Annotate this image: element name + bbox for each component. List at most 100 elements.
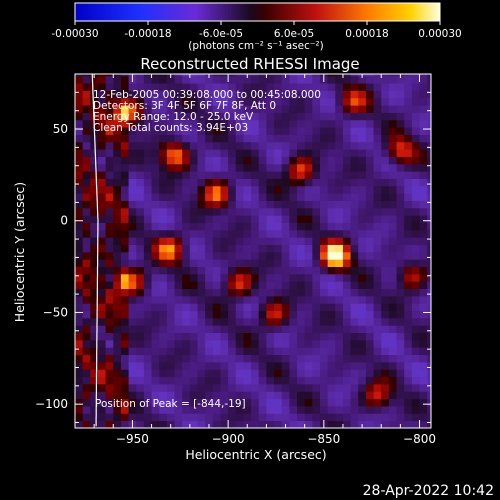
heatmap-cell — [82, 288, 91, 297]
colorbar-tick-label: 0.00018 — [345, 28, 388, 40]
heatmap-cell — [381, 317, 390, 326]
heatmap-cell — [113, 398, 122, 407]
heatmap-cell — [235, 90, 244, 99]
heatmap-cell — [159, 127, 168, 135]
heatmap-cell — [396, 156, 405, 165]
heatmap-cell — [75, 90, 84, 99]
heatmap-cell — [182, 288, 191, 297]
heatmap-cell — [75, 222, 84, 231]
heatmap-cell — [319, 317, 329, 326]
heatmap-cell — [281, 339, 290, 348]
heatmap-cell — [411, 105, 420, 113]
heatmap-cell — [373, 134, 382, 143]
heatmap-cell — [373, 112, 382, 121]
heatmap-cell — [281, 303, 290, 312]
heatmap-cell — [136, 405, 145, 414]
heatmap-cell — [335, 391, 344, 400]
heatmap-cell — [174, 383, 183, 392]
heatmap-cell — [342, 171, 352, 179]
heatmap-cell — [373, 244, 382, 253]
heatmap-cell — [90, 405, 99, 414]
heatmap-cell — [335, 134, 344, 143]
heatmap-cell — [327, 229, 336, 238]
heatmap-cell — [404, 376, 413, 385]
heatmap-cell — [166, 229, 175, 238]
heatmap-cell — [205, 347, 214, 356]
heatmap-cell — [174, 171, 183, 179]
heatmap-cell — [197, 185, 206, 194]
heatmap-cell — [205, 119, 214, 128]
heatmap-cell — [212, 215, 221, 223]
heatmap-cell — [136, 90, 145, 99]
heatmap-cell — [396, 361, 405, 370]
heatmap-cell — [297, 303, 306, 312]
heatmap-cell — [197, 259, 206, 267]
heatmap-cell — [136, 141, 145, 150]
heatmap-cell — [358, 339, 367, 348]
heatmap-cell — [90, 413, 99, 422]
heatmap-cell — [312, 141, 321, 150]
heatmap-cell — [319, 215, 329, 223]
heatmap-cell — [205, 229, 214, 238]
heatmap-cell — [304, 74, 313, 77]
heatmap-cell — [105, 244, 114, 253]
heatmap-cell — [97, 105, 107, 113]
heatmap-cell — [90, 266, 99, 275]
heatmap-cell — [365, 369, 374, 378]
heatmap-cell — [266, 156, 275, 165]
heatmap-cell — [251, 369, 260, 378]
heatmap-cell — [82, 398, 91, 407]
heatmap-cell — [159, 185, 168, 194]
heatmap-cell — [174, 207, 183, 216]
heatmap-cell — [266, 266, 275, 275]
heatmap-cell — [258, 222, 267, 231]
heatmap-cell — [289, 97, 298, 106]
heatmap-cell — [404, 405, 413, 414]
heatmap-cell — [97, 74, 107, 77]
heatmap-cell — [411, 127, 420, 135]
heatmap-cell — [166, 193, 175, 201]
heatmap-cell — [274, 90, 283, 99]
heatmap-cell — [335, 156, 344, 165]
heatmap-cell — [319, 391, 329, 400]
heatmap-cell — [419, 193, 428, 201]
heatmap-cell — [82, 376, 91, 385]
heatmap-cell — [82, 391, 91, 400]
heatmap-cell — [289, 398, 298, 407]
heatmap-cell — [342, 317, 352, 326]
heatmap-cell — [143, 288, 152, 297]
heatmap-cell — [358, 288, 367, 297]
heatmap-cell — [151, 339, 160, 348]
heatmap-cell — [189, 281, 198, 289]
heatmap-cell — [136, 420, 145, 429]
heatmap-cell — [235, 237, 244, 245]
heatmap-cell — [327, 163, 336, 172]
heatmap-cell — [404, 369, 413, 378]
heatmap-cell — [258, 83, 267, 91]
heatmap-cell — [396, 112, 405, 121]
heatmap-cell — [319, 237, 329, 245]
heatmap-cell — [365, 347, 374, 356]
heatmap-cell — [396, 273, 405, 282]
heatmap-cell — [136, 215, 145, 223]
heatmap-cell — [182, 413, 191, 422]
heatmap-cell — [151, 266, 160, 275]
heatmap-cell — [228, 420, 237, 429]
heatmap-cell — [251, 244, 260, 253]
heatmap-cell — [75, 405, 84, 414]
heatmap-cell — [350, 178, 359, 187]
heatmap-cell — [128, 398, 137, 407]
heatmap-cell — [388, 156, 397, 165]
heatmap-cell — [82, 405, 91, 414]
heatmap-cell — [289, 376, 298, 385]
heatmap-cell — [327, 127, 336, 135]
heatmap-cell — [75, 347, 84, 356]
heatmap-cell — [243, 405, 252, 414]
heatmap-cell — [297, 178, 306, 187]
heatmap-cell — [212, 303, 221, 312]
heatmap-cell — [120, 171, 129, 179]
heatmap-cell — [235, 119, 244, 128]
heatmap-cell — [297, 105, 306, 113]
heatmap-cell — [82, 90, 91, 99]
heatmap-cell — [182, 119, 191, 128]
